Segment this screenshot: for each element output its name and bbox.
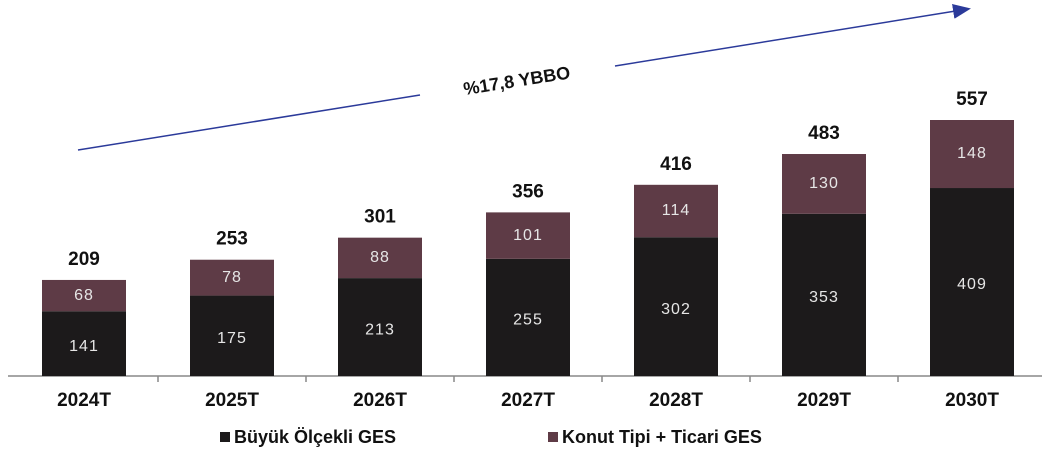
- legend-label: Büyük Ölçekli GES: [234, 427, 396, 447]
- growth-arrow: [614, 3, 971, 67]
- legend-swatch: [548, 432, 558, 442]
- segment-label: 88: [370, 249, 390, 266]
- total-label: 557: [956, 89, 988, 110]
- total-label: 483: [808, 123, 840, 144]
- x-tick-label: 2024T: [57, 390, 111, 411]
- segment-label: 213: [365, 321, 395, 338]
- bar-segment: [782, 213, 866, 376]
- bar-segment: [42, 279, 126, 312]
- x-tick-label: 2026T: [353, 390, 407, 411]
- bar-segment: [930, 120, 1014, 189]
- total-label: 209: [68, 249, 100, 270]
- segment-label: 353: [809, 289, 839, 306]
- bar-segment: [930, 188, 1014, 376]
- x-tick-label: 2030T: [945, 390, 999, 411]
- bar-segment: [486, 212, 570, 259]
- x-tick-label: 2027T: [501, 390, 555, 411]
- bar-segment: [190, 295, 274, 376]
- annotation: %17,8 YBBO: [462, 62, 572, 99]
- bar-segment: [338, 278, 422, 376]
- bar-segment: [338, 237, 422, 279]
- x-tick-label: 2029T: [797, 390, 851, 411]
- total-label: 356: [512, 181, 544, 202]
- segment-label: 130: [809, 175, 839, 192]
- x-tick-label: 2025T: [205, 390, 259, 411]
- segment-label: 302: [661, 301, 691, 318]
- bar-segment: [634, 184, 718, 238]
- x-tick-label: 2028T: [649, 390, 703, 411]
- total-label: 253: [216, 229, 248, 250]
- segment-label: 141: [69, 338, 99, 355]
- segment-label: 409: [957, 276, 987, 293]
- segment-label: 148: [957, 145, 987, 162]
- bar-segment: [634, 237, 718, 376]
- segment-label: 101: [513, 227, 543, 244]
- segment-label: 68: [74, 287, 94, 304]
- bar-segment: [782, 154, 866, 214]
- segment-label: 255: [513, 312, 543, 329]
- segment-label: 114: [662, 202, 691, 219]
- bar-segment: [42, 311, 126, 376]
- total-label: 416: [660, 154, 692, 175]
- legend-label: Konut Tipi + Ticari GES: [562, 427, 762, 447]
- growth-arrow: [77, 94, 421, 151]
- segment-label: 78: [222, 269, 242, 286]
- segment-label: 175: [217, 330, 247, 347]
- legend-swatch: [220, 432, 230, 442]
- bar-segment: [486, 258, 570, 376]
- bar-segment: [190, 259, 274, 296]
- total-label: 301: [364, 207, 396, 228]
